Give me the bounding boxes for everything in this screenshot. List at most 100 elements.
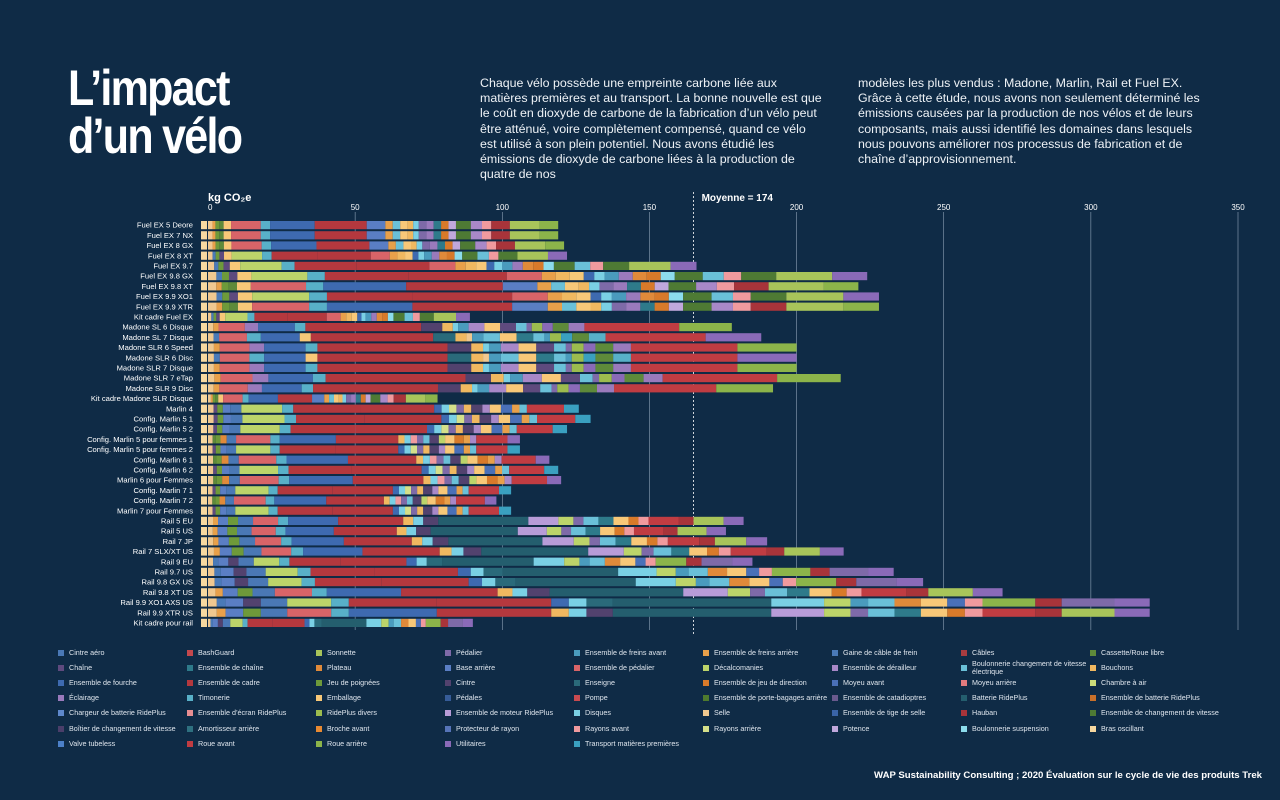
bar-segment	[351, 312, 358, 321]
bar-segment	[400, 231, 408, 240]
bar-segment	[222, 476, 230, 485]
bar-segment	[213, 414, 218, 423]
bar-segment	[352, 476, 424, 485]
bar-segment	[486, 241, 497, 250]
bar-segment	[456, 496, 485, 505]
bar-segment	[408, 618, 416, 627]
bar-segment	[675, 567, 689, 576]
bar-segment	[223, 261, 230, 270]
bar-segment	[317, 343, 448, 352]
bar-segment	[374, 567, 458, 576]
bar-segment	[212, 527, 218, 536]
bar-segment	[894, 598, 921, 607]
bar-segment	[317, 353, 448, 362]
bar-segment	[612, 608, 772, 617]
bar-segment	[239, 537, 256, 546]
bar-segment	[208, 384, 214, 393]
bar-segment	[668, 292, 684, 301]
bar-segment	[512, 292, 548, 301]
bar-segment	[436, 598, 552, 607]
bar-segment	[554, 343, 566, 352]
bar-segment	[519, 404, 527, 413]
legend-swatch	[316, 710, 322, 717]
bar-segment	[551, 598, 569, 607]
bar-segment	[707, 547, 719, 556]
bar-segment	[228, 455, 239, 464]
bar-segment	[415, 618, 421, 627]
legend-label: Ensemble de tige de selle	[843, 708, 926, 718]
bar-segment	[495, 465, 503, 474]
bar-segment	[208, 353, 214, 362]
bar-segment	[230, 404, 242, 413]
legend-swatch	[445, 695, 451, 702]
bar-segment	[201, 312, 207, 321]
category-label: Rail 9.9 XO1 AXS US	[120, 598, 193, 607]
bar-segment	[410, 445, 418, 454]
bar-segment	[612, 598, 772, 607]
bar-segment	[477, 455, 488, 464]
bar-segment	[221, 455, 229, 464]
legend-item: Roue arrière	[316, 736, 445, 751]
bar-segment	[654, 292, 669, 301]
bar-segment	[468, 578, 483, 587]
x-tick-label: 0	[208, 203, 213, 212]
bar-segment	[213, 323, 219, 332]
bar-segment	[564, 282, 579, 291]
bar-segment	[711, 302, 733, 311]
bar-segment	[547, 302, 563, 311]
bar-segment	[472, 333, 484, 342]
bar-segment	[214, 567, 221, 576]
bar-segment	[231, 221, 261, 230]
bar-segment	[561, 333, 573, 342]
bar-segment	[217, 527, 228, 536]
bar-segment	[663, 527, 678, 536]
bar-segment	[244, 323, 259, 332]
bar-segment	[226, 506, 236, 515]
bar-segment	[219, 384, 248, 393]
bar-segment	[275, 527, 286, 536]
bar-segment	[201, 251, 207, 260]
bar-segment	[274, 496, 327, 505]
bar-segment	[201, 527, 207, 536]
bar-segment	[333, 527, 397, 536]
bar-segment	[213, 425, 217, 434]
legend-swatch	[58, 695, 64, 702]
bar-segment	[201, 516, 207, 525]
bar-segment	[208, 251, 213, 260]
bar-segment	[412, 302, 513, 311]
bar-segment	[460, 241, 476, 250]
bar-segment	[583, 363, 596, 372]
bar-segment	[260, 333, 300, 342]
bar-segment	[222, 302, 230, 311]
legend-label: Ensemble de catadioptres	[843, 693, 927, 703]
bar-segment	[272, 618, 305, 627]
bar-segment	[662, 374, 778, 383]
bar-segment	[671, 547, 690, 556]
bar-segment	[392, 221, 401, 230]
legend-item: Moyeu arrière	[961, 675, 1090, 690]
bar-segment	[214, 261, 219, 270]
bar-segment	[364, 414, 442, 423]
bar-segment	[201, 343, 207, 352]
bar-segment	[423, 455, 430, 464]
category-label: Config. Marlin 5 1	[133, 415, 193, 424]
bar-segment	[547, 292, 563, 301]
bar-segment	[366, 231, 386, 240]
bar-segment	[317, 363, 448, 372]
bar-segment	[456, 506, 463, 515]
bar-segment	[660, 272, 675, 281]
bar-segment	[365, 394, 371, 403]
legend-item: Emballage	[316, 691, 445, 706]
bar-segment	[502, 282, 538, 291]
category-label: Fuel EX 7 NX	[147, 231, 193, 240]
bar-segment	[449, 414, 457, 423]
bar-segment	[458, 476, 470, 485]
bar-segment	[667, 537, 700, 546]
bar-segment	[247, 312, 255, 321]
category-label: Fuel EX 9.8 XT	[142, 282, 194, 291]
bar-segment	[216, 465, 223, 474]
bar-segment	[595, 343, 614, 352]
legend-swatch	[703, 679, 709, 686]
bar-segment	[630, 353, 738, 362]
bar-segment	[340, 557, 407, 566]
